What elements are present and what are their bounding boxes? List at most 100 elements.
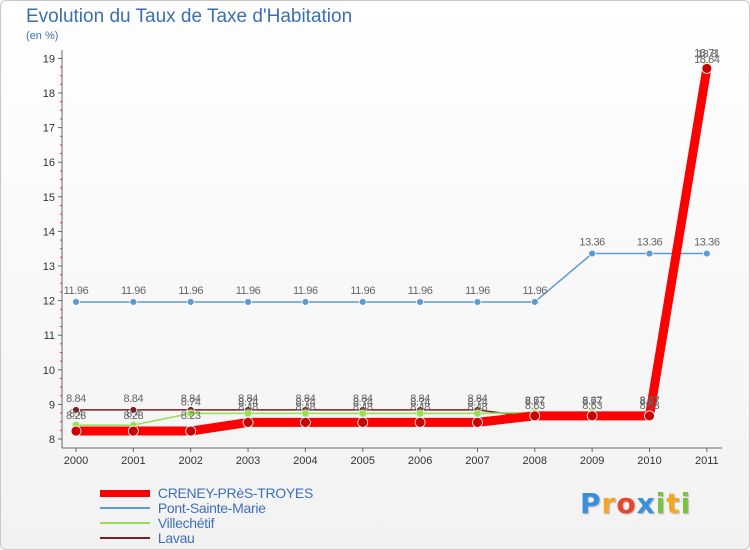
x-tick-label: 2002: [178, 455, 202, 467]
data-label-series-1: 11.96: [236, 285, 261, 297]
legend: CRENEY-PRèS-TROYES Pont-Sainte-Marie Vil…: [100, 485, 313, 545]
data-label-series-2: 8.77: [582, 395, 602, 407]
data-point-series-0: [70, 425, 82, 437]
data-point-series-1: [530, 298, 539, 306]
x-tick-label: 2010: [637, 455, 661, 467]
legend-label-pont-sainte-marie: Pont-Sainte-Marie: [157, 499, 266, 516]
x-tick-label: 2011: [695, 455, 719, 467]
x-tick-label: 2008: [523, 455, 547, 467]
y-tick-label: 16: [43, 157, 55, 169]
data-point-series-2: [473, 409, 482, 418]
data-point-series-2: [186, 409, 195, 418]
data-point-series-0: [414, 416, 426, 428]
legend-item-lavau: Lavau: [100, 530, 313, 545]
y-minor-tick: [60, 395, 62, 397]
y-minor-tick: [60, 343, 62, 345]
data-label-series-3: 8.84: [123, 393, 143, 405]
legend-swatch-villechetif: [100, 522, 150, 525]
y-minor-tick: [60, 291, 62, 293]
data-label-series-0: 8.48: [468, 401, 488, 413]
logo-letter: i: [655, 487, 667, 520]
data-label-series-2: 8.74: [295, 396, 315, 408]
y-minor-tick: [60, 135, 62, 137]
data-label-series-2: 8.77: [640, 395, 660, 407]
data-label-series-0: 18.71: [694, 47, 720, 59]
data-point-series-1: [301, 298, 310, 306]
x-tick-label: 2009: [580, 455, 604, 467]
data-point-series-0: [529, 410, 541, 422]
y-minor-tick: [60, 412, 62, 414]
data-point-series-0: [185, 425, 197, 437]
y-minor-tick: [60, 109, 62, 111]
data-label-series-0: 8.48: [238, 401, 258, 413]
data-label-series-0: 8.23: [123, 410, 143, 422]
y-minor-tick: [60, 352, 62, 353]
data-point-series-0: [127, 425, 139, 437]
legend-label-villechetif: Villechétif: [157, 514, 215, 531]
y-minor-tick: [60, 282, 62, 284]
y-minor-tick: [60, 248, 62, 250]
data-label-series-3: 8.84: [410, 393, 430, 405]
y-tick-label: 17: [43, 123, 55, 135]
y-minor-tick: [60, 170, 62, 172]
legend-item-creney: CRENEY-PRèS-TROYES: [100, 485, 313, 500]
data-point-series-0: [644, 410, 655, 422]
logo-letter: r: [601, 487, 617, 520]
data-point-series-1: [129, 298, 138, 306]
y-minor-tick: [60, 187, 62, 189]
y-minor-tick: [60, 101, 62, 103]
data-label-series-1: 11.96: [350, 285, 375, 297]
series-line-0: [71, 63, 712, 436]
y-minor-tick: [60, 213, 62, 215]
y-tick-label: 15: [43, 192, 55, 204]
data-label-series-3: 8.84: [353, 393, 373, 405]
y-minor-tick: [60, 386, 62, 388]
data-label-series-1: 11.96: [121, 285, 146, 297]
data-label-series-0: 8.48: [353, 401, 373, 413]
data-label-series-2: 8.74: [410, 396, 430, 408]
logo-letter: t: [666, 487, 681, 520]
legend-swatch-pont-sainte-marie: [100, 507, 150, 510]
data-point-series-2: [244, 409, 252, 418]
data-label-series-1: 11.96: [522, 285, 547, 297]
data-label-series-0: 8.48: [410, 401, 430, 413]
data-label-series-2: 8.74: [353, 396, 373, 408]
legend-label-lavau: Lavau: [157, 529, 195, 546]
data-label-series-1: 11.96: [64, 285, 89, 297]
data-point-series-0: [472, 416, 483, 428]
series-line-2: [75, 64, 708, 426]
data-label-series-0: 8.23: [66, 410, 86, 422]
legend-swatch-creney: [100, 489, 150, 497]
data-point-series-2: [358, 409, 367, 418]
logo-letter: x: [636, 487, 656, 520]
legend-swatch-lavau: [100, 537, 150, 540]
data-label-series-3: 8.63: [525, 400, 545, 412]
data-label-series-2: 8.74: [238, 396, 258, 408]
data-label-series-1: 13.36: [637, 237, 663, 249]
data-point-series-0: [357, 416, 369, 428]
y-minor-tick: [60, 239, 62, 241]
y-tick-label: 18: [43, 88, 55, 100]
chart-title: Evolution du Taux de Taxe d'Habitation: [26, 6, 353, 27]
data-point-series-1: [244, 298, 252, 306]
data-label-series-0: 8.67: [640, 395, 660, 407]
data-label-series-3: 8.84: [181, 393, 201, 405]
data-point-series-1: [416, 298, 425, 306]
data-point-series-1: [702, 249, 711, 258]
y-minor-tick: [60, 179, 62, 180]
data-label-series-3: 8.84: [66, 393, 86, 405]
y-minor-tick: [60, 75, 62, 77]
y-minor-tick: [60, 429, 62, 431]
data-label-series-1: 13.36: [579, 237, 605, 249]
data-point-series-1: [473, 298, 482, 306]
logo-letter: P: [580, 487, 602, 520]
y-tick-label: 11: [44, 330, 55, 342]
data-point-series-1: [358, 298, 367, 306]
data-point-series-3: [72, 406, 80, 414]
data-point-series-1: [588, 249, 597, 258]
data-label-series-2: 8.4: [126, 408, 140, 420]
data-label-series-1: 11.96: [178, 285, 203, 297]
x-tick-label: 2004: [293, 455, 317, 467]
